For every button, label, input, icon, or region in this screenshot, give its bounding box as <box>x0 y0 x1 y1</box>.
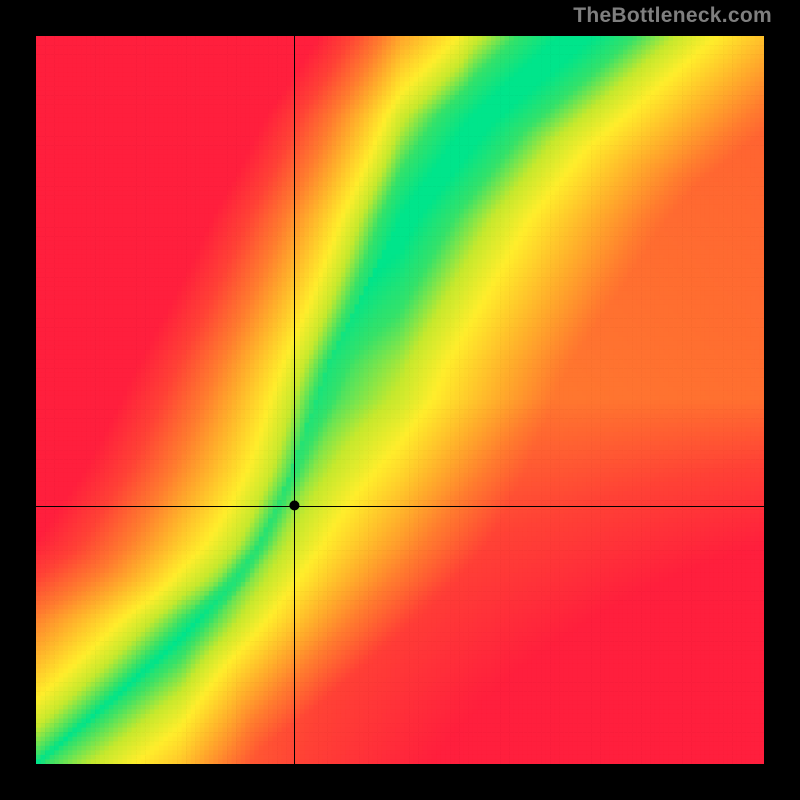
chart-frame: TheBottleneck.com <box>0 0 800 800</box>
heatmap-canvas <box>36 36 764 764</box>
heatmap-plot <box>36 36 764 764</box>
watermark-text: TheBottleneck.com <box>573 4 772 28</box>
